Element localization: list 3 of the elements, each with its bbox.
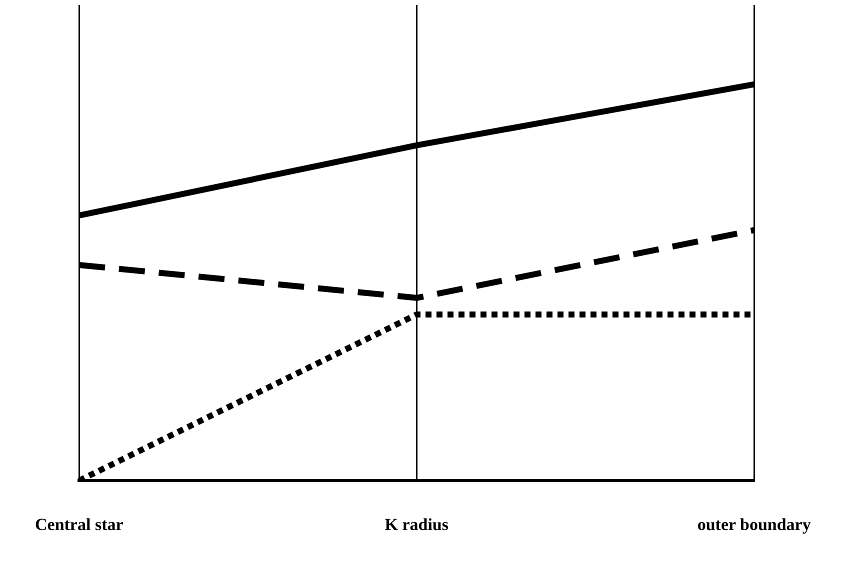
x-tick-label: Central star	[35, 515, 124, 534]
x-tick-label: outer boundary	[697, 515, 812, 534]
x-tick-label: K radius	[384, 515, 449, 534]
